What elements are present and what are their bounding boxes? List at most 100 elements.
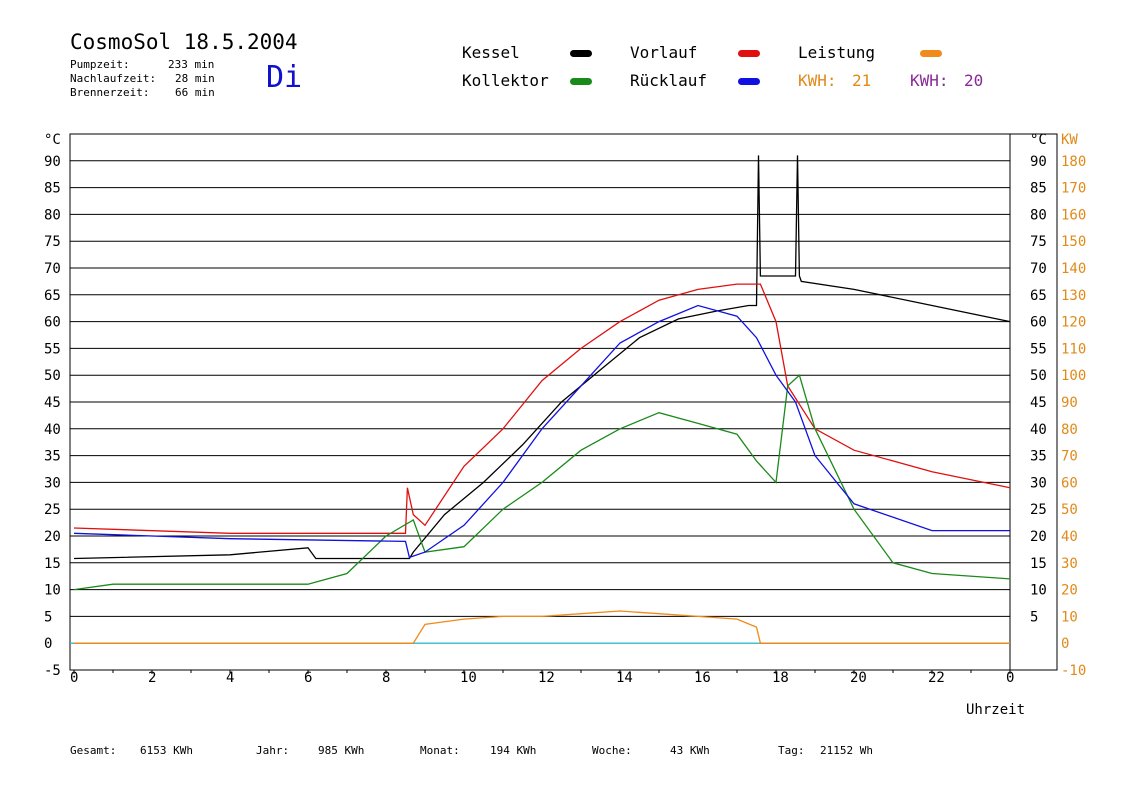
y-right-c-tick-label: 15 bbox=[1030, 556, 1047, 572]
y-tick-label: 10 bbox=[44, 583, 61, 599]
y-right-c-tick-label: 10 bbox=[1030, 583, 1047, 599]
footer-monat-label: Monat: bbox=[420, 744, 460, 757]
grid-lines bbox=[70, 160, 1010, 644]
legend-ruecklauf-swatch bbox=[738, 78, 760, 85]
y-right-c-tick-label: 50 bbox=[1030, 368, 1047, 384]
y-right-c-tick-label: 30 bbox=[1030, 475, 1047, 491]
y-tick-label: 80 bbox=[44, 207, 61, 223]
y-tick-label: 0 bbox=[44, 636, 52, 652]
legend-kwh2-label: KWH: bbox=[910, 71, 949, 90]
legend-kwh1-label: KWH: bbox=[798, 71, 837, 90]
y-right-kw-tick-label: -10 bbox=[1061, 663, 1086, 679]
y-axis-unit-left: °C bbox=[44, 132, 61, 148]
stat-pumpzeit-label: Pumpzeit: bbox=[70, 58, 130, 71]
footer-woche-label: Woche: bbox=[592, 744, 632, 757]
y-right-c-tick-label: 20 bbox=[1030, 529, 1047, 545]
y-right-kw-tick-label: 0 bbox=[1061, 636, 1069, 652]
x-tick-label: 22 bbox=[928, 670, 945, 686]
footer-gesamt-label: Gesamt: bbox=[70, 744, 117, 757]
y-tick-label: 20 bbox=[44, 529, 61, 545]
y-axis-unit-right: °C bbox=[1030, 132, 1047, 148]
y-right-kw-tick-label: 80 bbox=[1061, 422, 1078, 438]
y-right-kw-tick-label: 150 bbox=[1061, 234, 1086, 250]
footer-tag-value: 21152 Wh bbox=[820, 744, 873, 757]
y-axis-unit-kw: KW bbox=[1061, 132, 1078, 148]
y-tick-label: 5 bbox=[44, 609, 52, 625]
legend-kessel-swatch bbox=[570, 50, 592, 57]
legend-kessel-label: Kessel bbox=[462, 43, 520, 62]
series-line-ruecklauf bbox=[73, 304, 1010, 559]
y-right-c-tick-label: 70 bbox=[1030, 261, 1047, 277]
legend-kwh2-value: 20 bbox=[964, 71, 984, 90]
legend-vorlauf-swatch bbox=[738, 50, 760, 57]
y-right-kw-tick-label: 20 bbox=[1061, 583, 1078, 599]
y-right-c-tick-label: 45 bbox=[1030, 395, 1047, 411]
footer-jahr-value: 985 KWh bbox=[318, 744, 365, 757]
y-tick-label: 45 bbox=[44, 395, 61, 411]
x-tick-label: 20 bbox=[850, 670, 867, 686]
plot-frame bbox=[69, 133, 1058, 671]
x-tick-label: 16 bbox=[694, 670, 711, 686]
x-tick-label: 8 bbox=[382, 670, 390, 686]
y-tick-label: 25 bbox=[44, 502, 61, 518]
y-right-kw-tick-label: 180 bbox=[1061, 154, 1086, 170]
y-tick-label: -5 bbox=[44, 663, 61, 679]
footer-gesamt-value: 6153 KWh bbox=[140, 744, 193, 757]
y-tick-label: 75 bbox=[44, 234, 61, 250]
x-tick-label: 12 bbox=[538, 670, 555, 686]
y-right-kw-tick-label: 60 bbox=[1061, 475, 1078, 491]
y-tick-label: 40 bbox=[44, 422, 61, 438]
y-right-c-tick-label: 85 bbox=[1030, 181, 1047, 197]
y-tick-label: 65 bbox=[44, 288, 61, 304]
y-right-kw-tick-label: 70 bbox=[1061, 449, 1078, 465]
footer-woche-value: 43 KWh bbox=[670, 744, 710, 757]
legend-ruecklauf-label: Rücklauf bbox=[630, 71, 708, 90]
tick-labels: -5051015202530354045505560657075808590°C… bbox=[44, 132, 1086, 718]
y-right-kw-tick-label: 110 bbox=[1061, 341, 1086, 357]
x-tick-label: 10 bbox=[460, 670, 477, 686]
x-tick-label: 6 bbox=[304, 670, 312, 686]
axes bbox=[69, 133, 1058, 674]
x-tick-label: 18 bbox=[772, 670, 789, 686]
y-tick-label: 90 bbox=[44, 154, 61, 170]
x-tick-label: 0 bbox=[1006, 670, 1014, 686]
y-right-kw-tick-label: 170 bbox=[1061, 181, 1086, 197]
y-right-c-tick-label: 35 bbox=[1030, 449, 1047, 465]
x-axis-label: Uhrzeit bbox=[966, 702, 1025, 718]
y-right-kw-tick-label: 10 bbox=[1061, 609, 1078, 625]
footer-monat-value: 194 KWh bbox=[490, 744, 537, 757]
chart-title: CosmoSol 18.5.2004 bbox=[70, 30, 298, 54]
y-tick-label: 35 bbox=[44, 449, 61, 465]
legend-vorlauf-label: Vorlauf bbox=[630, 43, 698, 62]
y-right-c-tick-label: 40 bbox=[1030, 422, 1047, 438]
legend-leistung-label: Leistung bbox=[798, 43, 876, 62]
footer-jahr-label: Jahr: bbox=[256, 744, 290, 757]
y-right-c-tick-label: 90 bbox=[1030, 154, 1047, 170]
series-lines bbox=[70, 155, 1011, 644]
y-right-c-tick-label: 25 bbox=[1030, 502, 1047, 518]
stat-nachlaufzeit-label: Nachlaufzeit: bbox=[70, 72, 157, 85]
y-tick-label: 55 bbox=[44, 341, 61, 357]
stat-brennerzeit-value: 66 min bbox=[175, 86, 215, 99]
legend-kwh1-value: 21 bbox=[852, 71, 872, 90]
series-line-leistung bbox=[74, 610, 1010, 644]
x-tick-label: 14 bbox=[616, 670, 633, 686]
legend-kollektor-label: Kollektor bbox=[462, 71, 549, 90]
y-right-c-tick-label: 75 bbox=[1030, 234, 1047, 250]
y-right-c-tick-label: 55 bbox=[1030, 341, 1047, 357]
stat-brennerzeit-label: Brennerzeit: bbox=[70, 86, 150, 99]
y-right-kw-tick-label: 140 bbox=[1061, 261, 1086, 277]
stat-pumpzeit-value: 233 min bbox=[168, 58, 215, 71]
y-right-c-tick-label: 5 bbox=[1030, 609, 1038, 625]
y-right-kw-tick-label: 130 bbox=[1061, 288, 1086, 304]
y-right-c-tick-label: 80 bbox=[1030, 207, 1047, 223]
y-tick-label: 30 bbox=[44, 475, 61, 491]
y-right-kw-tick-label: 100 bbox=[1061, 368, 1086, 384]
legend-leistung-swatch bbox=[920, 50, 942, 57]
y-right-kw-tick-label: 50 bbox=[1061, 502, 1078, 518]
y-tick-label: 85 bbox=[44, 181, 61, 197]
stat-nachlaufzeit-value: 28 min bbox=[175, 72, 215, 85]
y-right-kw-tick-label: 160 bbox=[1061, 207, 1086, 223]
y-right-kw-tick-label: 40 bbox=[1061, 529, 1078, 545]
y-right-kw-tick-label: 30 bbox=[1061, 556, 1078, 572]
